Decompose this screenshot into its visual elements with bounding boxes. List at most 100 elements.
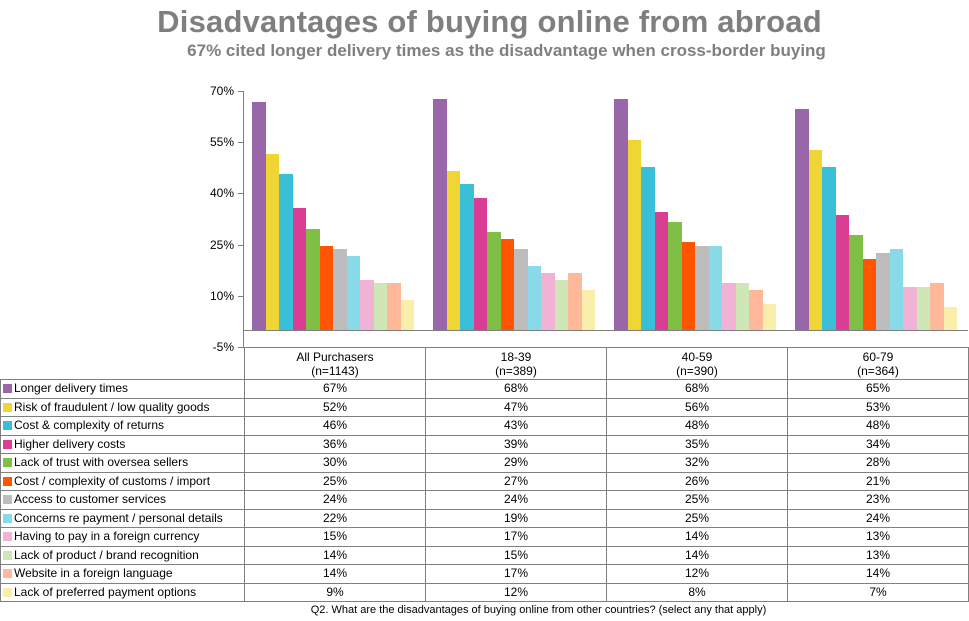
- table-row: Having to pay in a foreign currency 15% 17…: [0, 527, 969, 547]
- y-tick-label: 10%: [209, 289, 234, 303]
- value-cell: 21%: [787, 471, 969, 491]
- value-cell: 25%: [606, 508, 788, 528]
- row-label-cell: Access to customer services: [0, 490, 245, 510]
- table-corner: [0, 347, 245, 380]
- column-name: All Purchasers: [296, 349, 374, 364]
- row-label: Lack of trust with oversea sellers: [14, 455, 189, 470]
- legend-swatch-icon: [3, 532, 12, 542]
- row-label-cell: Lack of product / brand recognition: [0, 545, 245, 565]
- bar: [889, 249, 903, 331]
- legend-swatch-icon: [3, 513, 12, 523]
- bar: [373, 283, 387, 331]
- value-cell: 15%: [425, 545, 607, 565]
- bar: [862, 259, 876, 331]
- value-cell: 30%: [244, 453, 426, 473]
- y-tick: [238, 142, 243, 143]
- bar: [541, 272, 555, 331]
- legend-swatch-icon: [3, 550, 12, 560]
- row-label: Higher delivery costs: [14, 436, 126, 451]
- value-cell: 12%: [606, 564, 788, 584]
- value-cell: 36%: [244, 434, 426, 454]
- column-header: 18-39 (n=389): [425, 347, 607, 380]
- row-label-cell: Higher delivery costs: [0, 434, 245, 454]
- bar: [627, 139, 641, 331]
- bar: [722, 283, 736, 331]
- y-tick: [238, 296, 243, 297]
- value-cell: 25%: [606, 490, 788, 510]
- table-row: Lack of preferred payment options 9% 12% 8%…: [0, 582, 969, 602]
- row-label: Having to pay in a foreign currency: [14, 529, 200, 544]
- value-cell: 26%: [606, 471, 788, 491]
- bar: [735, 283, 749, 331]
- bar: [387, 283, 401, 331]
- value-cell: 25%: [244, 471, 426, 491]
- y-tick: [238, 193, 243, 194]
- bar: [319, 245, 333, 331]
- data-table: All Purchasers (n=1143) 18-39 (n=389) 40-5…: [0, 347, 969, 602]
- plot-area: [243, 91, 968, 348]
- bar: [681, 242, 695, 331]
- column-name: 40-59: [681, 349, 713, 364]
- row-label: Lack of product / brand recognition: [14, 547, 199, 562]
- table-row: Cost / complexity of customs / import 25%…: [0, 471, 969, 491]
- legend-swatch-icon: [3, 421, 12, 431]
- row-label: Website in a foreign language: [14, 566, 173, 581]
- value-cell: 17%: [425, 527, 607, 547]
- bar: [554, 279, 568, 331]
- column-sample-size: (n=364): [857, 363, 899, 378]
- row-label-cell: Concerns re payment / personal details: [0, 508, 245, 528]
- row-label: Concerns re payment / personal details: [14, 510, 223, 525]
- value-cell: 17%: [425, 564, 607, 584]
- value-cell: 56%: [606, 397, 788, 417]
- value-cell: 47%: [425, 397, 607, 417]
- bar: [943, 307, 957, 331]
- bar-group: [424, 91, 605, 348]
- value-cell: 29%: [425, 453, 607, 473]
- bar: [654, 211, 668, 331]
- value-cell: 15%: [244, 527, 426, 547]
- value-cell: 32%: [606, 453, 788, 473]
- bar-group: [243, 91, 424, 348]
- value-cell: 7%: [787, 582, 969, 602]
- bar: [500, 238, 514, 331]
- bar: [835, 214, 849, 331]
- value-cell: 24%: [425, 490, 607, 510]
- value-cell: 24%: [787, 508, 969, 528]
- bar: [795, 109, 809, 331]
- zero-baseline: [243, 330, 968, 331]
- legend-swatch-icon: [3, 587, 12, 597]
- legend-swatch-icon: [3, 476, 12, 486]
- row-label-cell: Longer delivery times: [0, 379, 245, 399]
- y-axis-line: [243, 91, 244, 348]
- table-row: Risk of fraudulent / low quality goods 52…: [0, 397, 969, 417]
- bar: [808, 150, 822, 331]
- value-cell: 28%: [787, 453, 969, 473]
- legend-swatch-icon: [3, 458, 12, 468]
- value-cell: 24%: [244, 490, 426, 510]
- bar: [265, 153, 279, 331]
- bar: [292, 208, 306, 331]
- bar-group: [786, 91, 967, 348]
- value-cell: 43%: [425, 416, 607, 436]
- y-tick-label: 40%: [209, 186, 234, 200]
- value-cell: 39%: [425, 434, 607, 454]
- bar: [460, 184, 474, 331]
- bar: [849, 235, 863, 331]
- row-label: Longer delivery times: [14, 381, 129, 396]
- column-header: All Purchasers (n=1143): [244, 347, 426, 380]
- legend-swatch-icon: [3, 495, 12, 505]
- column-sample-size: (n=390): [676, 363, 718, 378]
- legend-swatch-icon: [3, 384, 12, 394]
- bar: [708, 245, 722, 331]
- bar: [360, 279, 374, 331]
- bar: [749, 290, 763, 331]
- row-label-cell: Website in a foreign language: [0, 564, 245, 584]
- bar: [446, 170, 460, 331]
- y-tick-label: 55%: [209, 135, 234, 149]
- value-cell: 27%: [425, 471, 607, 491]
- value-cell: 52%: [244, 397, 426, 417]
- value-cell: 34%: [787, 434, 969, 454]
- bar: [581, 290, 595, 331]
- table-row: Lack of trust with oversea sellers 30% 29%…: [0, 453, 969, 473]
- row-label: Cost / complexity of customs / import: [14, 473, 211, 488]
